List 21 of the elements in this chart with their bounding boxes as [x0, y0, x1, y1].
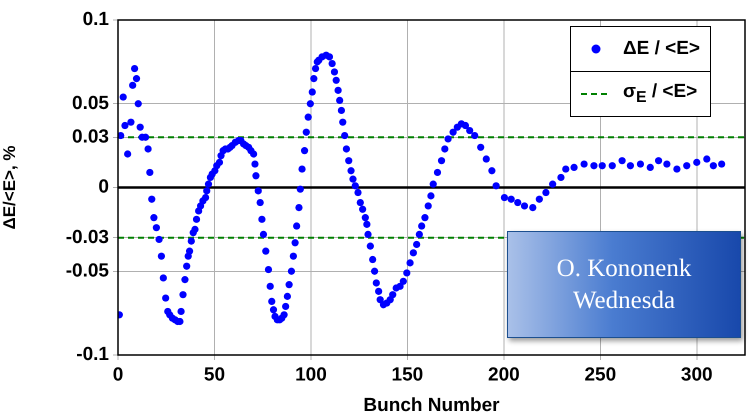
x-tick-label: 150 — [392, 364, 424, 386]
x-tick-label: 100 — [295, 364, 327, 386]
x-tick-label: 200 — [488, 364, 520, 386]
text-box: O. Kononenk Wednesda — [507, 231, 741, 338]
y-tick-label: -0.03 — [66, 226, 109, 248]
y-tick-label: 0.05 — [72, 92, 110, 114]
y-tick-label: 0.1 — [82, 9, 110, 30]
x-tick-label: 250 — [584, 364, 616, 386]
x-tick-label: 50 — [204, 364, 226, 386]
y-tick-label: -0.1 — [76, 344, 110, 366]
x-tick-label: 0 — [112, 364, 124, 386]
x-axis-title: Bunch Number — [363, 394, 500, 416]
y-tick-label: 0.03 — [72, 126, 109, 148]
legend-label: σ$_{E}$ / <E> — [623, 81, 698, 107]
y-axis-title: ΔE/<E>, % — [0, 145, 19, 230]
legend-label: ΔE / <E> — [623, 38, 700, 60]
x-tick-label: 300 — [680, 364, 713, 386]
y-tick-label: -0.05 — [66, 260, 110, 282]
annotation: O. Kononenk — [556, 254, 692, 284]
y-tick-label: 0 — [98, 176, 109, 198]
annotation: Wednesda — [572, 286, 676, 316]
